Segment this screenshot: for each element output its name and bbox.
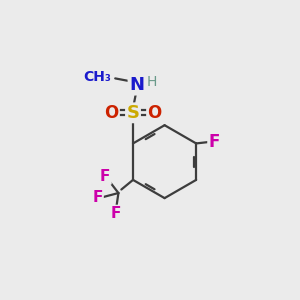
Text: F: F (208, 133, 220, 151)
Text: F: F (100, 169, 110, 184)
Text: F: F (92, 190, 103, 205)
Text: S: S (127, 104, 140, 122)
Text: N: N (129, 76, 144, 94)
Text: H: H (146, 75, 157, 88)
Text: F: F (111, 206, 121, 221)
Text: O: O (148, 104, 162, 122)
Text: O: O (104, 104, 118, 122)
Text: CH₃: CH₃ (83, 70, 111, 84)
